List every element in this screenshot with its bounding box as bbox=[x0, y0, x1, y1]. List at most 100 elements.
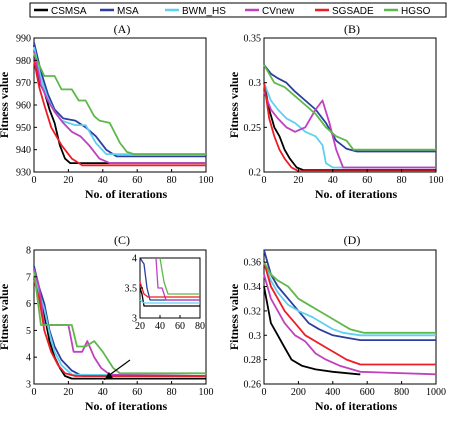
panel-c-ytick-label: 6 bbox=[26, 299, 31, 310]
legend: CSMSA MSA BWM_HS CVnew SGSADE HGSO bbox=[29, 2, 447, 18]
panel-c-ytick-label: 4 bbox=[26, 353, 31, 364]
panel-a-ytick-label: 980 bbox=[16, 56, 31, 67]
inset-ytick-label: 3.5 bbox=[125, 284, 138, 295]
panel-d-xtick-label: 1000 bbox=[426, 387, 446, 398]
panel-a-series-msa bbox=[33, 42, 206, 158]
panel-b-ytick-label: 0.2 bbox=[249, 168, 262, 179]
inset-xtick-label: 20 bbox=[135, 321, 145, 332]
panel-b-xtick-label: 40 bbox=[328, 175, 338, 186]
panel-a: 0 20 40 60 80 100 930 940 950 960 970 980 990 No. of … bbox=[0, 22, 214, 201]
panel-a-series-hgso bbox=[33, 53, 206, 156]
panel-d-series-cvnew bbox=[263, 274, 437, 376]
panel-b-series-hgso bbox=[263, 64, 436, 151]
panel-b-series-bwm_hs bbox=[263, 82, 436, 169]
panel-c-series-hgso bbox=[33, 271, 206, 375]
panel-a-ytick-label: 990 bbox=[16, 34, 31, 45]
panel-b-ytick-label: 0.3 bbox=[249, 78, 262, 89]
inset-frame bbox=[139, 257, 201, 319]
panel-a-ytick-label: 930 bbox=[16, 168, 31, 179]
panel-d-series-hgso bbox=[263, 261, 436, 334]
inset-xtick-label: 40 bbox=[155, 321, 165, 332]
inset-xtick-label: 60 bbox=[175, 321, 185, 332]
panel-d-ytick-label: 0.36 bbox=[244, 258, 262, 269]
panel-a-xtick-label: 80 bbox=[167, 175, 177, 186]
panel-a-xtick-label: 20 bbox=[63, 175, 73, 186]
panel-c-xtick-label: 100 bbox=[199, 387, 214, 398]
legend-box bbox=[29, 2, 447, 18]
panel-c-ytick-label: 8 bbox=[26, 246, 31, 257]
panel-c-ytick-label: 3 bbox=[26, 380, 31, 391]
panel-b-xtick-label: 20 bbox=[293, 175, 303, 186]
legend-label-sgsade: SGSADE bbox=[332, 6, 374, 17]
panel-a-xtick-label: 0 bbox=[32, 175, 37, 186]
panel-c-xtick-label: 0 bbox=[32, 387, 37, 398]
panel-d-ylabel: Fitness value bbox=[227, 283, 241, 350]
panel-b: 0 20 40 60 80 100 0.2 0.25 0.3 0.35 No. of iterati… bbox=[227, 22, 444, 201]
panel-d-ytick-label: 0.26 bbox=[244, 380, 262, 391]
panel-d-ytick-label: 0.34 bbox=[244, 282, 262, 293]
panel-d-ytick-label: 0.32 bbox=[244, 306, 262, 317]
panel-d-xtick-label: 600 bbox=[360, 387, 375, 398]
panel-d-series-csmsa bbox=[263, 286, 361, 376]
panel-a-ytick-label: 940 bbox=[16, 145, 31, 156]
panel-b-series-cvnew bbox=[263, 91, 436, 169]
panel-d-ytick-label: 0.28 bbox=[244, 355, 262, 366]
panel-a-xtick-label: 60 bbox=[132, 175, 142, 186]
legend-label-bwm_hs: BWM_HS bbox=[182, 6, 226, 17]
panel-c-inset: 20 40 60 80 3 3.5 4 bbox=[125, 254, 206, 333]
panel-d-ytick-label: 0.3 bbox=[249, 331, 262, 342]
panel-b-ylabel: Fitness value bbox=[227, 71, 241, 138]
panel-d-label: (D) bbox=[344, 233, 361, 247]
panel-c-xtick-label: 80 bbox=[167, 387, 177, 398]
panel-c-series-sgsade bbox=[33, 279, 206, 377]
panel-c-xtick-label: 60 bbox=[132, 387, 142, 398]
panel-a-ytick-label: 970 bbox=[16, 78, 31, 89]
panel-d-xlabel: No. of iterations bbox=[315, 399, 398, 413]
panel-d-xtick-label: 200 bbox=[291, 387, 306, 398]
panel-a-frame bbox=[33, 37, 207, 173]
panel-b-xtick-label: 60 bbox=[362, 175, 372, 186]
panel-a-label: (A) bbox=[114, 22, 131, 36]
inset-ytick-label: 3 bbox=[132, 314, 137, 325]
panel-b-series-csmsa bbox=[263, 82, 436, 172]
panel-a-xlabel: No. of iterations bbox=[85, 187, 168, 201]
panel-b-ytick-label: 0.35 bbox=[244, 34, 262, 45]
panel-c-label: (C) bbox=[114, 233, 130, 247]
panel-a-ytick-label: 950 bbox=[16, 123, 31, 134]
panel-b-ytick-label: 0.25 bbox=[244, 123, 262, 134]
panel-b-series-sgsade bbox=[263, 82, 436, 173]
panel-b-series-msa bbox=[263, 64, 436, 153]
panel-a-xtick-label: 40 bbox=[98, 175, 108, 186]
panel-c-xlabel: No. of iterations bbox=[85, 399, 168, 413]
panel-c-series-cvnew bbox=[33, 268, 207, 377]
panel-b-xtick-label: 80 bbox=[397, 175, 407, 186]
inset-series-hgso bbox=[159, 257, 200, 295]
panel-a-series-bwm_hs bbox=[33, 46, 206, 156]
panel-b-label: (B) bbox=[344, 22, 360, 36]
panel-c-ytick-label: 5 bbox=[26, 326, 31, 337]
panel-a-series-cvnew bbox=[33, 51, 206, 165]
panel-d-series-sgsade bbox=[263, 261, 436, 366]
inset-series-bwm_hs bbox=[139, 299, 200, 304]
panel-d-xtick-label: 0 bbox=[262, 387, 267, 398]
legend-label-csmsa: CSMSA bbox=[51, 6, 87, 17]
panel-b-xlabel: No. of iterations bbox=[315, 187, 398, 201]
panel-c-ylabel: Fitness value bbox=[0, 283, 11, 350]
panel-c-ytick-label: 7 bbox=[26, 272, 31, 283]
legend-label-hgso: HGSO bbox=[401, 6, 431, 17]
panel-d-xtick-label: 400 bbox=[325, 387, 340, 398]
panel-a-ylabel: Fitness value bbox=[0, 71, 11, 138]
legend-label-cvnew: CVnew bbox=[262, 6, 295, 17]
panel-b-xtick-label: 0 bbox=[262, 175, 267, 186]
panel-d-series-bwm_hs bbox=[263, 261, 436, 337]
inset-arrow bbox=[104, 359, 131, 380]
panel-a-ytick-label: 960 bbox=[16, 101, 31, 112]
panel-a-xtick-label: 100 bbox=[199, 175, 214, 186]
inset-xtick-label: 80 bbox=[195, 321, 205, 332]
inset-series-csmsa bbox=[139, 287, 200, 307]
inset-ytick-label: 4 bbox=[132, 254, 137, 265]
panel-c-xtick-label: 40 bbox=[98, 387, 108, 398]
inset-series-cvnew bbox=[155, 257, 200, 301]
panel-d-series-msa bbox=[263, 249, 436, 342]
panel-c-xtick-label: 20 bbox=[63, 387, 73, 398]
